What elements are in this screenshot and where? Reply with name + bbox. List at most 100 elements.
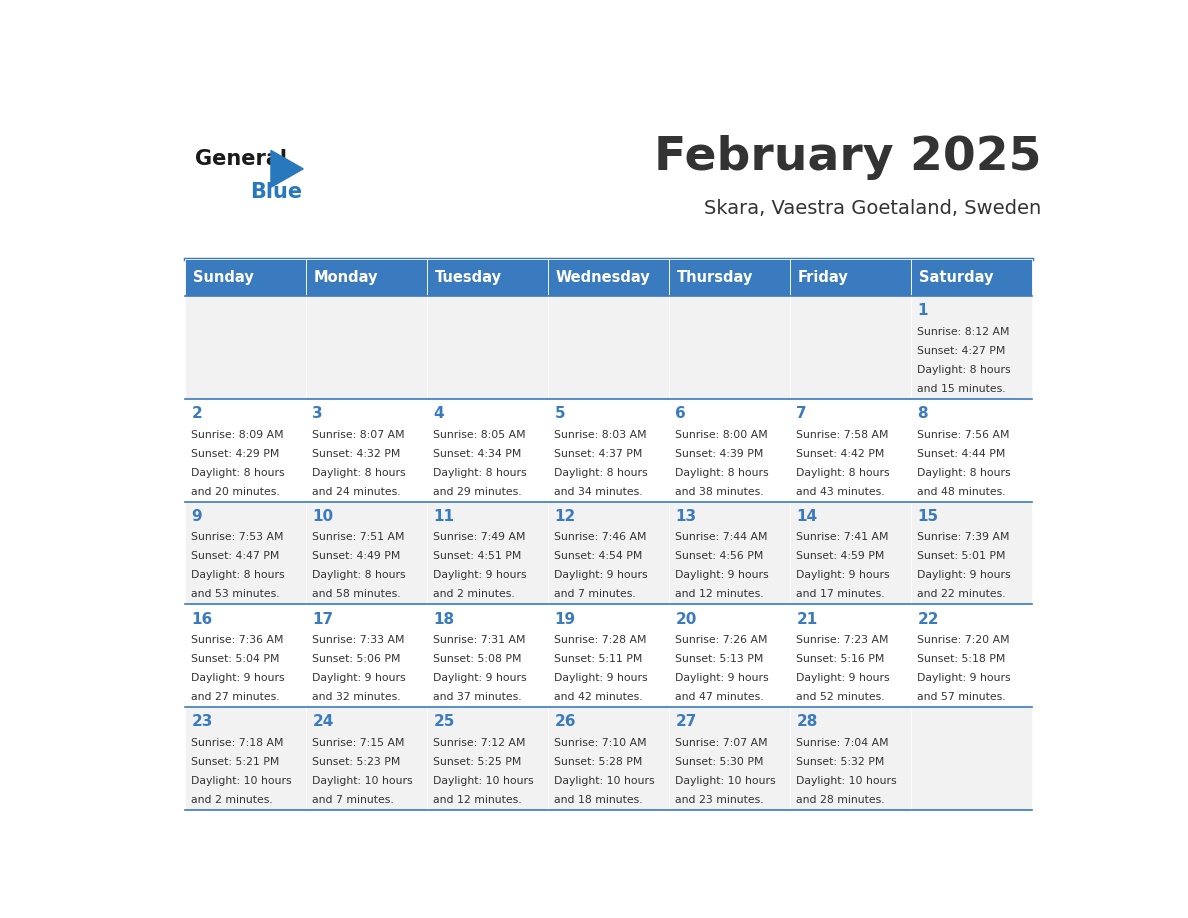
FancyBboxPatch shape [911, 297, 1032, 398]
Text: Daylight: 10 hours: Daylight: 10 hours [796, 776, 897, 786]
Text: Daylight: 8 hours: Daylight: 8 hours [434, 467, 527, 477]
FancyBboxPatch shape [307, 259, 428, 297]
FancyBboxPatch shape [549, 297, 669, 398]
Text: Daylight: 10 hours: Daylight: 10 hours [312, 776, 413, 786]
Text: Daylight: 9 hours: Daylight: 9 hours [676, 570, 769, 580]
Text: and 27 minutes.: and 27 minutes. [191, 692, 280, 702]
Text: Sunrise: 7:46 AM: Sunrise: 7:46 AM [555, 532, 647, 543]
Text: 23: 23 [191, 714, 213, 730]
Text: 24: 24 [312, 714, 334, 730]
Text: Daylight: 9 hours: Daylight: 9 hours [555, 570, 647, 580]
Text: Tuesday: Tuesday [435, 270, 501, 285]
Text: Sunrise: 7:28 AM: Sunrise: 7:28 AM [555, 635, 647, 645]
Text: Sunrise: 7:10 AM: Sunrise: 7:10 AM [555, 738, 647, 748]
FancyBboxPatch shape [790, 398, 911, 501]
Text: Sunset: 5:16 PM: Sunset: 5:16 PM [796, 655, 885, 665]
Text: 16: 16 [191, 611, 213, 627]
Text: 13: 13 [676, 509, 696, 524]
FancyBboxPatch shape [307, 501, 428, 604]
Text: Daylight: 9 hours: Daylight: 9 hours [796, 673, 890, 683]
Text: Sunset: 5:11 PM: Sunset: 5:11 PM [555, 655, 643, 665]
Text: Sunrise: 8:09 AM: Sunrise: 8:09 AM [191, 430, 284, 440]
FancyBboxPatch shape [428, 707, 549, 810]
FancyBboxPatch shape [307, 297, 428, 398]
Text: Sunrise: 7:53 AM: Sunrise: 7:53 AM [191, 532, 284, 543]
Text: and 58 minutes.: and 58 minutes. [312, 589, 402, 599]
FancyBboxPatch shape [185, 604, 307, 707]
FancyBboxPatch shape [669, 707, 790, 810]
Text: Sunrise: 7:58 AM: Sunrise: 7:58 AM [796, 430, 889, 440]
Text: Daylight: 8 hours: Daylight: 8 hours [917, 467, 1011, 477]
FancyBboxPatch shape [669, 259, 790, 297]
Text: Sunrise: 7:20 AM: Sunrise: 7:20 AM [917, 635, 1010, 645]
Text: and 7 minutes.: and 7 minutes. [555, 589, 636, 599]
FancyBboxPatch shape [185, 259, 307, 297]
Text: Daylight: 9 hours: Daylight: 9 hours [917, 570, 1011, 580]
FancyBboxPatch shape [549, 398, 669, 501]
FancyBboxPatch shape [307, 707, 428, 810]
Text: and 43 minutes.: and 43 minutes. [796, 487, 885, 497]
Text: Sunrise: 7:44 AM: Sunrise: 7:44 AM [676, 532, 767, 543]
Text: Daylight: 9 hours: Daylight: 9 hours [676, 673, 769, 683]
FancyBboxPatch shape [549, 604, 669, 707]
Text: Daylight: 9 hours: Daylight: 9 hours [917, 673, 1011, 683]
Text: Daylight: 10 hours: Daylight: 10 hours [676, 776, 776, 786]
Text: Sunrise: 8:05 AM: Sunrise: 8:05 AM [434, 430, 526, 440]
Text: and 17 minutes.: and 17 minutes. [796, 589, 885, 599]
Text: Sunrise: 8:00 AM: Sunrise: 8:00 AM [676, 430, 769, 440]
Text: 4: 4 [434, 406, 444, 421]
Text: Sunset: 5:21 PM: Sunset: 5:21 PM [191, 757, 279, 767]
Text: Daylight: 8 hours: Daylight: 8 hours [191, 467, 285, 477]
Text: and 52 minutes.: and 52 minutes. [796, 692, 885, 702]
FancyBboxPatch shape [428, 259, 549, 297]
Text: Sunrise: 7:56 AM: Sunrise: 7:56 AM [917, 430, 1010, 440]
FancyBboxPatch shape [428, 297, 549, 398]
FancyBboxPatch shape [428, 398, 549, 501]
Text: and 2 minutes.: and 2 minutes. [434, 589, 516, 599]
FancyBboxPatch shape [669, 604, 790, 707]
Text: Skara, Vaestra Goetaland, Sweden: Skara, Vaestra Goetaland, Sweden [704, 198, 1042, 218]
Text: 18: 18 [434, 611, 455, 627]
Text: Sunset: 4:59 PM: Sunset: 4:59 PM [796, 552, 885, 562]
Text: 5: 5 [555, 406, 565, 421]
Text: 10: 10 [312, 509, 334, 524]
Text: Sunrise: 7:49 AM: Sunrise: 7:49 AM [434, 532, 526, 543]
Text: and 15 minutes.: and 15 minutes. [917, 384, 1006, 394]
Text: Sunset: 4:49 PM: Sunset: 4:49 PM [312, 552, 400, 562]
Text: 15: 15 [917, 509, 939, 524]
Text: Monday: Monday [314, 270, 378, 285]
FancyBboxPatch shape [185, 501, 307, 604]
FancyBboxPatch shape [307, 398, 428, 501]
Text: Daylight: 8 hours: Daylight: 8 hours [796, 467, 890, 477]
Text: 6: 6 [676, 406, 687, 421]
Text: February 2025: February 2025 [655, 135, 1042, 180]
Text: 9: 9 [191, 509, 202, 524]
Text: Sunset: 5:18 PM: Sunset: 5:18 PM [917, 655, 1006, 665]
Text: and 29 minutes.: and 29 minutes. [434, 487, 522, 497]
Text: Sunrise: 7:15 AM: Sunrise: 7:15 AM [312, 738, 405, 748]
Text: Sunrise: 7:36 AM: Sunrise: 7:36 AM [191, 635, 284, 645]
Text: 11: 11 [434, 509, 454, 524]
Text: and 20 minutes.: and 20 minutes. [191, 487, 280, 497]
FancyBboxPatch shape [185, 297, 307, 398]
Text: Sunrise: 7:23 AM: Sunrise: 7:23 AM [796, 635, 889, 645]
Text: and 37 minutes.: and 37 minutes. [434, 692, 522, 702]
FancyBboxPatch shape [790, 604, 911, 707]
Text: Sunrise: 8:12 AM: Sunrise: 8:12 AM [917, 327, 1010, 337]
Text: and 24 minutes.: and 24 minutes. [312, 487, 402, 497]
Text: Sunrise: 7:31 AM: Sunrise: 7:31 AM [434, 635, 526, 645]
Text: 28: 28 [796, 714, 817, 730]
Text: Daylight: 8 hours: Daylight: 8 hours [312, 467, 406, 477]
Text: and 53 minutes.: and 53 minutes. [191, 589, 280, 599]
FancyBboxPatch shape [428, 604, 549, 707]
Text: Saturday: Saturday [918, 270, 993, 285]
FancyBboxPatch shape [185, 398, 307, 501]
Text: Sunset: 4:39 PM: Sunset: 4:39 PM [676, 449, 764, 459]
Text: 26: 26 [555, 714, 576, 730]
Text: Daylight: 8 hours: Daylight: 8 hours [191, 570, 285, 580]
FancyBboxPatch shape [307, 604, 428, 707]
Text: and 32 minutes.: and 32 minutes. [312, 692, 402, 702]
Text: 8: 8 [917, 406, 928, 421]
Text: Daylight: 8 hours: Daylight: 8 hours [917, 365, 1011, 375]
FancyBboxPatch shape [911, 604, 1032, 707]
